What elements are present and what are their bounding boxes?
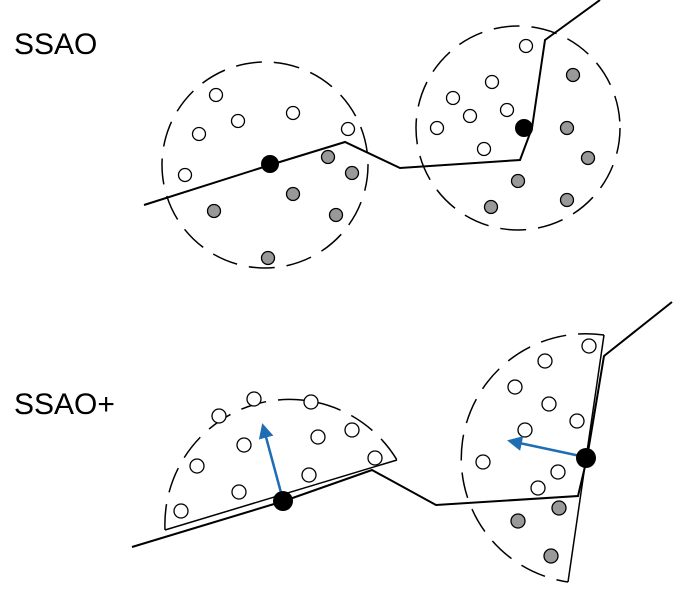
sample-point-open bbox=[476, 141, 492, 157]
sample-point-occluded bbox=[328, 207, 344, 223]
sample-point-open bbox=[475, 454, 491, 470]
sample-point-open bbox=[310, 429, 326, 445]
sample-point-occluded bbox=[559, 120, 575, 136]
sample-point-open bbox=[445, 90, 461, 106]
surface-normal-arrow-right bbox=[507, 436, 586, 459]
sample-point-occluded bbox=[285, 186, 301, 202]
sample-point-occluded bbox=[510, 513, 526, 529]
sample-point-occluded bbox=[483, 199, 499, 215]
sample-kernel-left-top bbox=[161, 61, 369, 269]
sample-point-open bbox=[429, 120, 445, 136]
sample-point-open bbox=[191, 126, 207, 142]
sample-point-open bbox=[236, 437, 252, 453]
sample-point-occluded bbox=[580, 150, 596, 166]
sample-point-open bbox=[581, 338, 597, 354]
sample-point-open bbox=[189, 458, 205, 474]
pixel-point-right-bottom bbox=[576, 448, 596, 468]
ssao-label: SSAO bbox=[14, 28, 98, 61]
sample-point-open bbox=[230, 113, 246, 129]
sample-point-open bbox=[541, 396, 557, 412]
sample-point-open bbox=[301, 467, 317, 483]
sample-point-open bbox=[517, 422, 533, 438]
sample-point-occluded bbox=[344, 165, 360, 181]
kernel-sphere-right-top bbox=[415, 25, 621, 231]
sample-point-open bbox=[507, 379, 523, 395]
sample-kernel-right-top bbox=[415, 25, 621, 231]
sample-point-occluded bbox=[551, 500, 567, 516]
sample-point-open bbox=[177, 167, 193, 183]
sample-point-occluded bbox=[260, 250, 276, 266]
sample-point-open bbox=[367, 450, 383, 466]
sample-point-open bbox=[499, 102, 515, 118]
sample-point-open bbox=[340, 121, 356, 137]
ssao-plus-panel bbox=[131, 301, 673, 583]
sample-point-open bbox=[537, 353, 553, 369]
sample-kernel-right-bottom bbox=[460, 332, 605, 583]
sample-point-occluded bbox=[543, 548, 559, 564]
sample-point-open bbox=[303, 394, 319, 410]
surface-line-bottom bbox=[131, 301, 673, 548]
pixel-point-left-top bbox=[261, 155, 279, 173]
surface-normal-arrow-left bbox=[258, 423, 285, 501]
sample-point-open bbox=[285, 105, 301, 121]
sample-point-open bbox=[173, 503, 189, 519]
sample-point-open bbox=[569, 413, 585, 429]
sample-point-open bbox=[231, 484, 247, 500]
ssao-plus-label: SSAO+ bbox=[14, 388, 115, 421]
sample-point-open bbox=[530, 480, 546, 496]
sample-point-open bbox=[246, 391, 262, 407]
sample-point-open bbox=[550, 464, 566, 480]
pixel-point-left-bottom bbox=[273, 491, 293, 511]
surface-line-top bbox=[143, 0, 601, 206]
pixel-point-right-top bbox=[515, 119, 533, 137]
sample-point-open bbox=[344, 422, 360, 438]
sample-kernel-left-bottom bbox=[164, 391, 398, 531]
sample-point-occluded bbox=[206, 203, 222, 219]
sample-point-occluded bbox=[510, 173, 526, 189]
kernel-hemisphere-right-bottom bbox=[460, 332, 605, 583]
sample-point-occluded bbox=[559, 192, 575, 208]
kernel-sphere-left-top bbox=[161, 61, 369, 269]
sample-point-open bbox=[484, 74, 500, 90]
sample-point-occluded bbox=[565, 67, 581, 83]
sample-point-open bbox=[518, 38, 534, 54]
sample-point-open bbox=[211, 408, 227, 424]
sample-point-open bbox=[462, 108, 478, 124]
sample-point-open bbox=[208, 87, 224, 103]
sample-point-occluded bbox=[320, 149, 336, 165]
ssao-panel bbox=[143, 0, 621, 269]
